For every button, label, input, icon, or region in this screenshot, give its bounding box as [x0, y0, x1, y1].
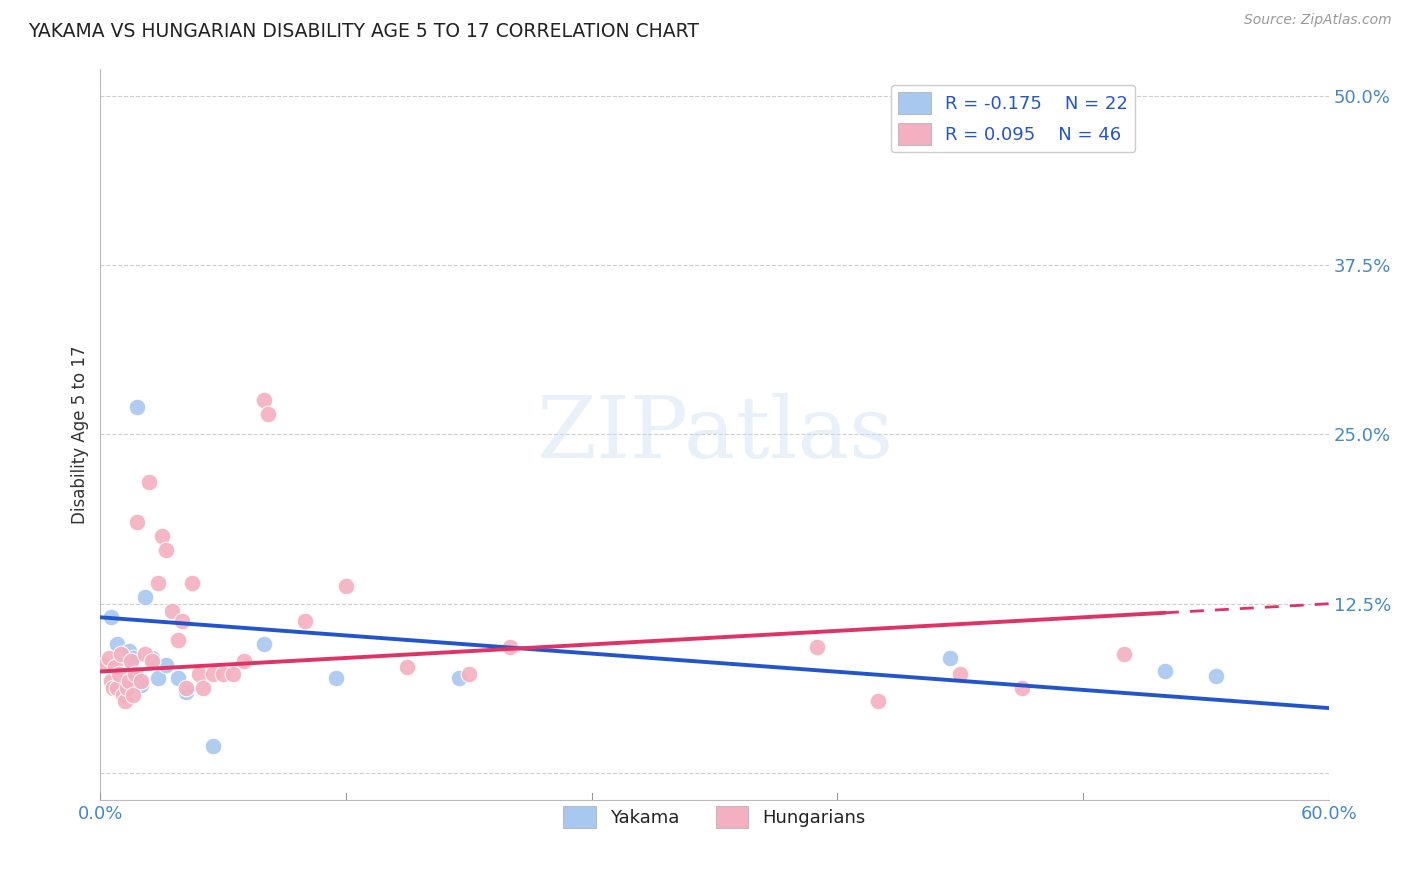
Y-axis label: Disability Age 5 to 17: Disability Age 5 to 17	[72, 345, 89, 524]
Text: Source: ZipAtlas.com: Source: ZipAtlas.com	[1244, 13, 1392, 28]
Legend: Yakama, Hungarians: Yakama, Hungarians	[555, 798, 873, 835]
Text: ZIPatlas: ZIPatlas	[536, 392, 893, 476]
Text: YAKAMA VS HUNGARIAN DISABILITY AGE 5 TO 17 CORRELATION CHART: YAKAMA VS HUNGARIAN DISABILITY AGE 5 TO …	[28, 22, 699, 41]
